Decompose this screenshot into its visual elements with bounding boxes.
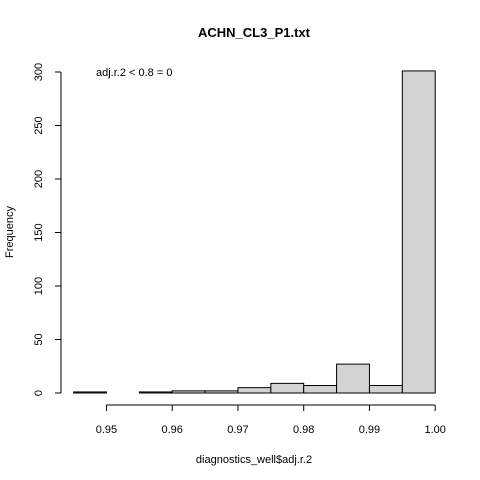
histogram-bar-0	[73, 391, 107, 394]
x-tick-label: 0.97	[227, 424, 248, 436]
histogram-bar-4	[204, 390, 239, 394]
histogram-bar-3	[171, 390, 206, 394]
y-tick-label: 0	[33, 390, 45, 396]
y-tick-label: 100	[33, 277, 45, 295]
histogram-bars	[73, 70, 436, 394]
x-tick-label: 0.95	[96, 424, 117, 436]
x-tick-label: 0.99	[359, 424, 380, 436]
y-axis-label: Frequency	[4, 206, 16, 258]
x-tick-label: 0.96	[162, 424, 183, 436]
chart-annotation: adj.r.2 < 0.8 = 0	[96, 67, 172, 79]
histogram-bar-10	[401, 70, 436, 394]
y-tick-label: 300	[33, 63, 45, 81]
histogram-bar-9	[368, 385, 403, 394]
histogram-bar-7	[303, 385, 338, 394]
y-tick-label: 200	[33, 170, 45, 188]
x-axis-label: diagnostics_well$adj.r.2	[196, 454, 312, 466]
x-tick-label: 1.00	[424, 424, 445, 436]
histogram-bar-6	[270, 382, 305, 394]
histogram-bar-2	[138, 391, 173, 394]
y-tick-label: 50	[33, 333, 45, 345]
histogram-bar-8	[336, 363, 370, 394]
histogram-bar-5	[237, 387, 272, 394]
x-tick-label: 0.98	[293, 424, 314, 436]
y-tick-label: 250	[33, 116, 45, 134]
y-axis-ticks: 0 50 100 150 200 250 300	[33, 63, 61, 396]
x-axis-ticks: 0.95 0.96 0.97 0.98 0.99 1.00	[96, 405, 446, 436]
y-tick-label: 150	[33, 223, 45, 241]
chart-title: ACHN_CL3_P1.txt	[198, 25, 311, 40]
